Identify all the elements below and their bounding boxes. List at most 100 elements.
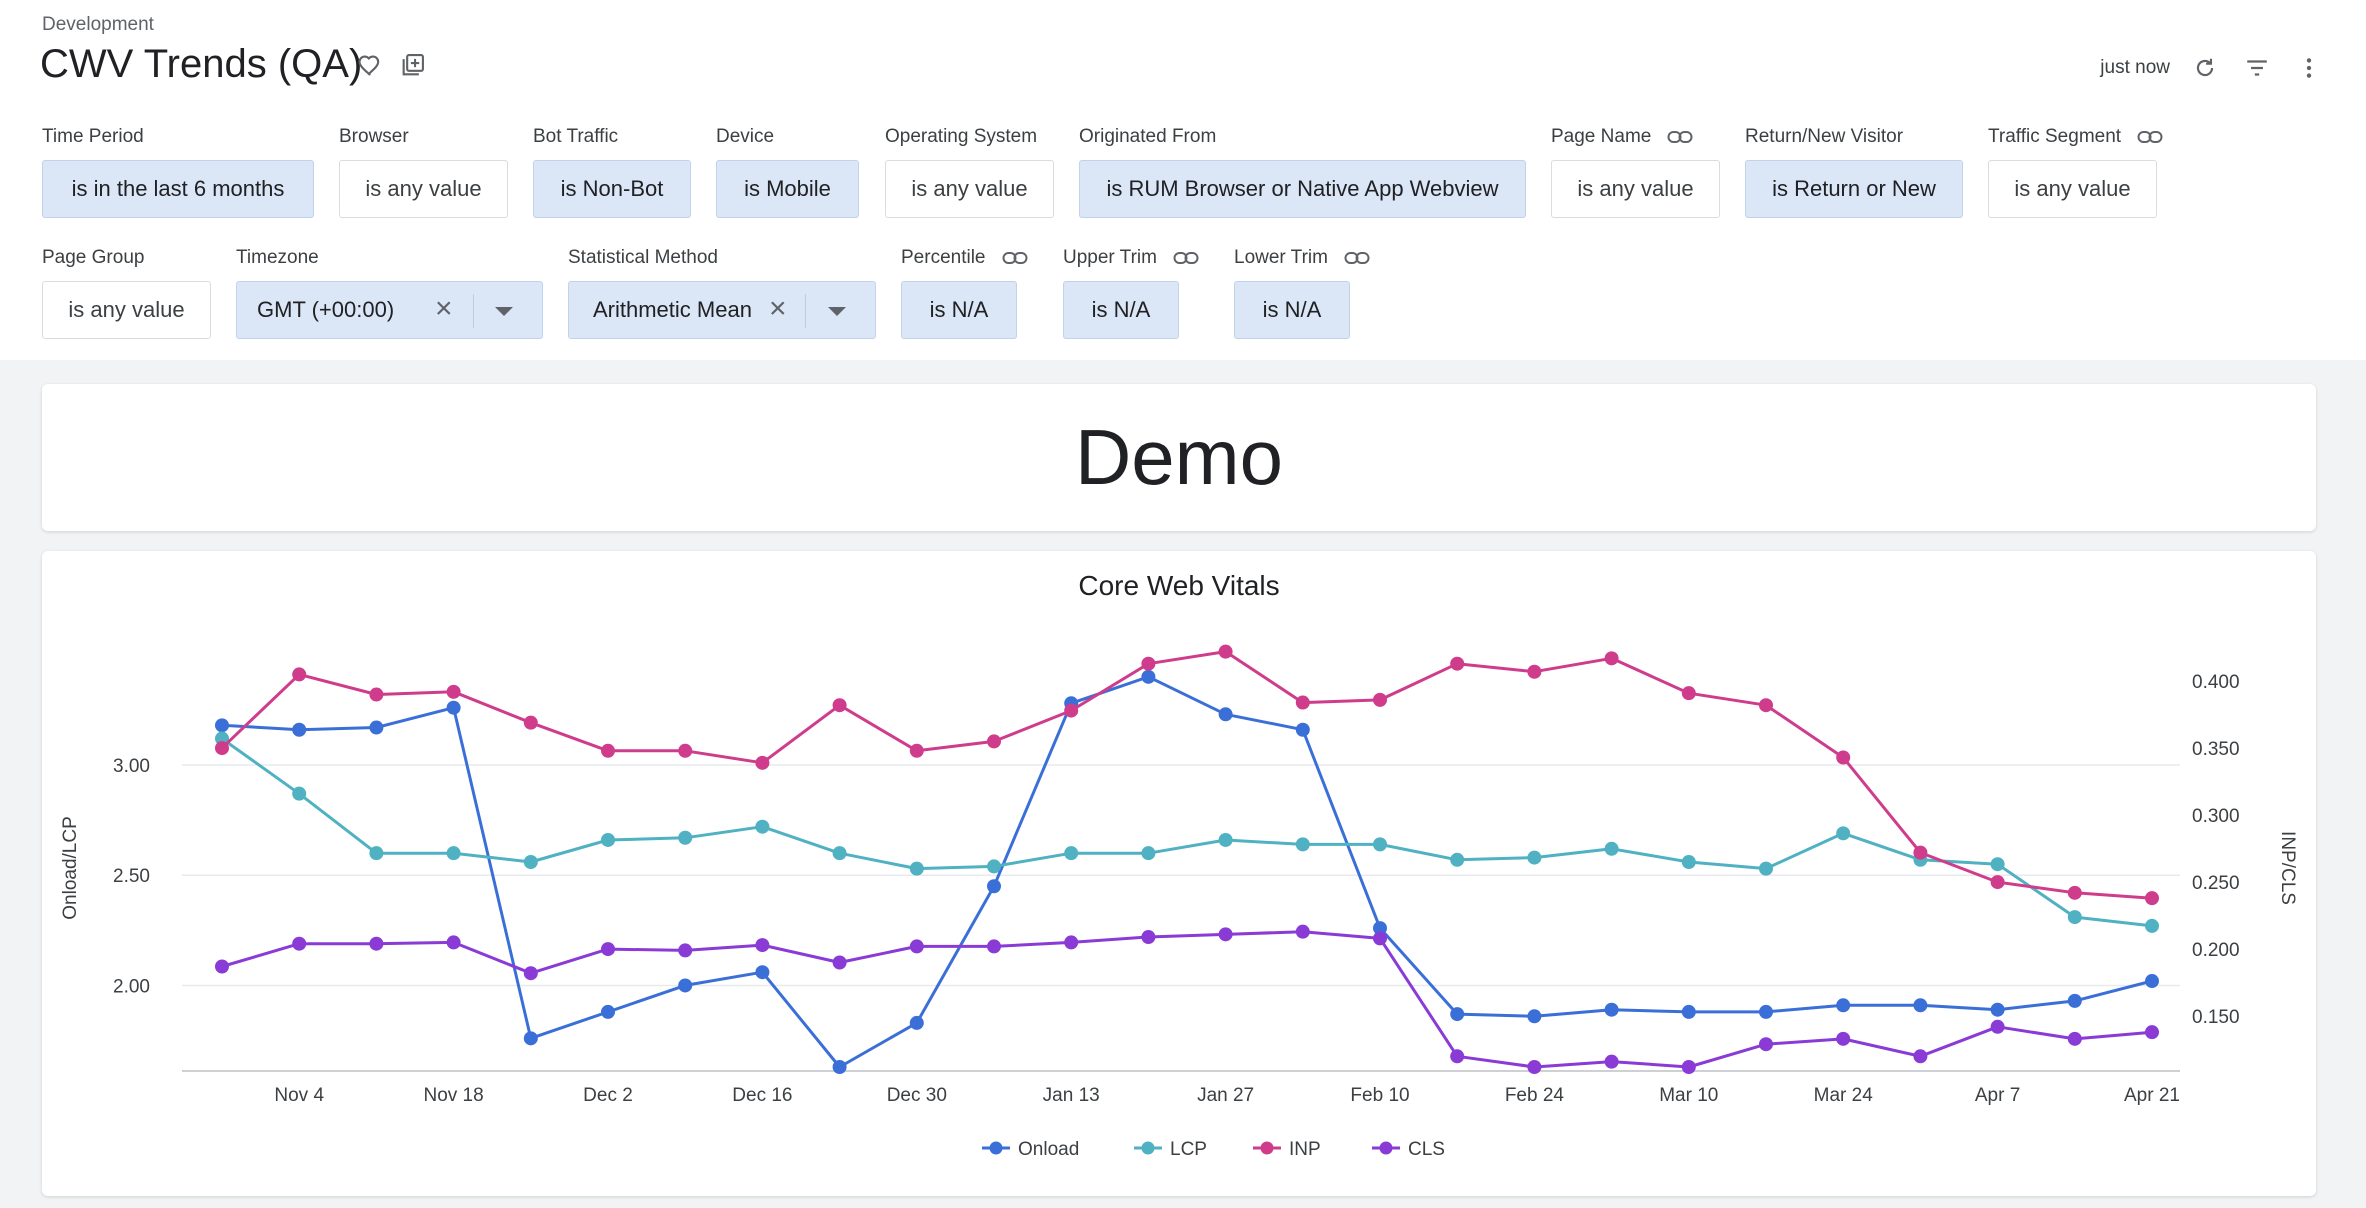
series-line-lcp[interactable] [221,737,2153,928]
data-point-onload[interactable] [678,978,693,993]
data-point-cls[interactable] [832,955,847,970]
data-point-cls[interactable] [1604,1054,1619,1069]
data-point-cls[interactable] [1373,931,1387,946]
data-point-lcp[interactable] [755,819,770,834]
data-point-onload[interactable] [987,879,1001,894]
data-point-onload[interactable] [1913,998,1928,1013]
data-point-onload[interactable] [755,965,770,980]
data-point-lcp[interactable] [2145,918,2159,933]
data-point-inp[interactable] [1681,686,1696,701]
legend-label-cls[interactable]: CLS [1408,1139,1445,1160]
data-point-lcp[interactable] [832,846,847,861]
filter-value-button[interactable]: is N/A [1234,281,1350,339]
filter-value-button[interactable]: is Mobile [716,160,859,218]
data-point-onload[interactable] [601,1004,615,1019]
link-icon[interactable] [2137,130,2163,144]
data-point-cls[interactable] [1527,1060,1542,1074]
filter-toggle-icon[interactable] [2240,51,2274,85]
data-point-onload[interactable] [1990,1002,2005,1017]
data-point-cls[interactable] [1990,1019,2005,1034]
data-point-lcp[interactable] [909,861,924,876]
filter-value-button[interactable]: is N/A [901,281,1017,339]
data-point-cls[interactable] [601,942,615,957]
data-point-cls[interactable] [1064,935,1079,950]
data-point-onload[interactable] [292,722,307,737]
chevron-down-icon[interactable] [828,307,846,316]
data-point-lcp[interactable] [292,786,307,801]
legend-label-lcp[interactable]: LCP [1170,1139,1207,1160]
filter-value-button[interactable]: is in the last 6 months [42,160,314,218]
link-icon[interactable] [1344,251,1370,265]
data-point-cls[interactable] [369,936,384,951]
legend-label-onload[interactable]: Onload [1018,1139,1079,1160]
link-icon[interactable] [1173,251,1199,265]
data-point-cls[interactable] [2145,1025,2159,1040]
filter-value-button[interactable]: is N/A [1063,281,1179,339]
data-point-cls[interactable] [755,938,770,953]
data-point-cls[interactable] [987,939,1001,954]
clear-icon[interactable]: × [769,292,787,325]
core-web-vitals-chart[interactable]: Core Web Vitals 2.00 2.50 3.00 0.150 0.200 0.… [42,551,2316,1196]
data-point-lcp[interactable] [987,859,1001,874]
data-point-lcp[interactable] [2067,910,2082,925]
data-point-lcp[interactable] [1990,857,2005,872]
data-point-onload[interactable] [1759,1004,1773,1019]
data-point-lcp[interactable] [1218,832,1233,847]
link-icon[interactable] [1002,251,1028,265]
data-point-inp[interactable] [1836,750,1851,765]
data-point-inp[interactable] [2145,891,2159,906]
data-point-inp[interactable] [1913,845,1928,860]
data-point-onload[interactable] [1604,1002,1619,1017]
data-point-lcp[interactable] [1681,855,1696,869]
favorite-heart-icon[interactable] [353,48,387,82]
data-point-lcp[interactable] [1836,826,1851,841]
data-point-onload[interactable] [523,1031,538,1046]
filter-value-button[interactable]: is any value [42,281,211,339]
data-point-inp[interactable] [446,684,461,699]
legend-label-inp[interactable]: INP [1289,1139,1321,1160]
filter-value-button[interactable]: is RUM Browser or Native App Webview [1079,160,1526,218]
data-point-inp[interactable] [369,687,384,702]
data-point-inp[interactable] [678,743,693,758]
data-point-lcp[interactable] [523,855,538,869]
data-point-lcp[interactable] [1295,837,1310,852]
data-point-cls[interactable] [446,935,461,950]
data-point-inp[interactable] [1141,656,1156,671]
data-point-inp[interactable] [1527,664,1542,679]
data-point-onload[interactable] [446,700,461,715]
data-point-inp[interactable] [1759,698,1773,713]
filter-value-button[interactable]: is any value [885,160,1054,218]
data-point-cls[interactable] [292,936,307,951]
data-point-onload[interactable] [2145,974,2159,989]
data-point-lcp[interactable] [1373,837,1387,852]
data-point-lcp[interactable] [1759,861,1773,876]
data-point-cls[interactable] [678,943,693,958]
data-point-inp[interactable] [1450,656,1465,671]
data-point-inp[interactable] [601,743,615,758]
data-point-onload[interactable] [1527,1009,1542,1024]
data-point-cls[interactable] [2067,1031,2082,1046]
data-point-onload[interactable] [1373,921,1387,936]
data-point-inp[interactable] [832,698,847,713]
data-point-onload[interactable] [215,718,229,733]
data-point-inp[interactable] [1373,692,1387,707]
data-point-cls[interactable] [909,939,924,954]
data-point-onload[interactable] [1836,998,1851,1013]
link-icon[interactable] [1667,130,1693,144]
chevron-down-icon[interactable] [495,307,513,316]
data-point-cls[interactable] [1218,927,1233,942]
filter-value-button[interactable]: is Non-Bot [533,160,691,218]
data-point-cls[interactable] [523,966,538,981]
data-point-onload[interactable] [1681,1004,1696,1019]
folder-breadcrumb[interactable]: Development [42,14,154,35]
series-line-cls[interactable] [221,930,2153,1069]
filter-value-button[interactable]: is any value [339,160,508,218]
data-point-cls[interactable] [1913,1049,1928,1064]
data-point-inp[interactable] [1604,651,1619,666]
data-point-lcp[interactable] [1141,846,1156,861]
data-point-cls[interactable] [1681,1060,1696,1074]
filter-value-button[interactable]: is any value [1551,160,1720,218]
data-point-onload[interactable] [1141,669,1156,684]
series-line-inp[interactable] [220,650,2153,900]
data-point-inp[interactable] [1295,695,1310,710]
